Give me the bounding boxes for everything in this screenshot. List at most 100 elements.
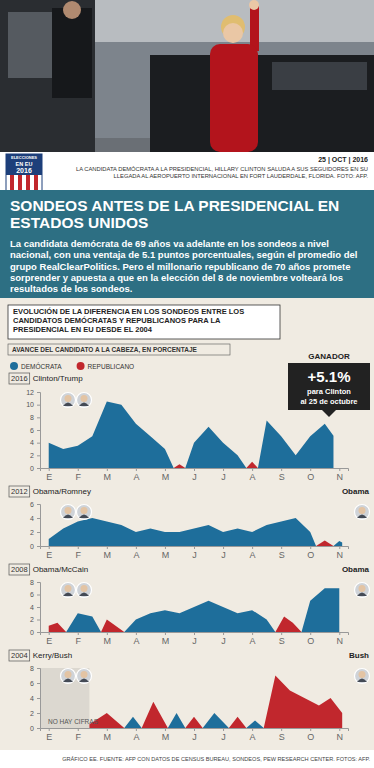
chart-subtitle: 2004 (11, 651, 28, 660)
candidate-icon (61, 393, 76, 408)
tick-label: J (192, 472, 197, 482)
header-bg (0, 190, 374, 298)
subtitle-box (9, 373, 30, 384)
logo: ELECCIONESEN EU2016 (6, 154, 42, 191)
tick-mark (37, 417, 40, 418)
x-tick: A (250, 632, 256, 646)
axis-line (37, 393, 41, 469)
photo (0, 0, 374, 152)
axis-line (37, 583, 41, 633)
candidate-icon (77, 669, 92, 684)
icon-bg (77, 669, 92, 684)
tick-label: 6 (30, 501, 34, 508)
icon-face (359, 585, 366, 592)
suv-window (272, 62, 367, 90)
chart-title: Obama/Romney (33, 487, 91, 496)
tick-label: A (250, 636, 256, 646)
plot-area (40, 668, 342, 728)
tick-label: M (104, 472, 112, 482)
tick-mark (310, 468, 311, 471)
x-tick: S (279, 468, 285, 482)
header-body: La candidata demócrata de 69 años va ade… (10, 238, 357, 294)
man-head (63, 1, 81, 19)
x-tick: A (133, 632, 139, 646)
y-tick: 0 (30, 629, 40, 636)
axis-note-box (8, 344, 230, 355)
tick-label: J (221, 472, 226, 482)
hand (249, 0, 259, 10)
tick-label: A (133, 550, 139, 560)
tick-mark (310, 546, 311, 549)
logo-stripe (10, 175, 14, 191)
tick-label: F (76, 472, 82, 482)
tick-mark (107, 468, 108, 471)
tick-label: E (46, 550, 52, 560)
tick-mark (281, 728, 282, 731)
x-tick: M (162, 728, 170, 742)
tick-mark (49, 546, 50, 549)
winner-bg (288, 363, 370, 410)
y-tick: 0 (30, 543, 40, 550)
tick-mark (194, 728, 195, 731)
text-line: grupo RealClearPolitics. Pero el millona… (10, 261, 351, 272)
tick-label: S (279, 732, 285, 742)
icon-face (65, 585, 72, 592)
text-line: La candidata demócrata de 69 años va ade… (10, 238, 329, 249)
icon-body (63, 515, 73, 519)
tick-label: 2 (30, 616, 34, 623)
x-tick: A (133, 728, 139, 742)
subtitle-box (9, 486, 30, 497)
tick-mark (37, 443, 40, 444)
tick-label: A (133, 472, 139, 482)
tick-label: M (104, 636, 112, 646)
tick-mark (310, 728, 311, 731)
x-tick: J (221, 632, 226, 646)
candidate-icon (77, 583, 92, 598)
text-line: sorprender y apuesta a que en la elecció… (10, 272, 343, 283)
x-tick: N (337, 546, 344, 560)
tick-label: O (307, 550, 314, 560)
tick-mark (37, 607, 40, 608)
x-tick: O (307, 632, 314, 646)
tick-mark (339, 728, 340, 731)
tick-mark (107, 546, 108, 549)
tick-label: J (221, 636, 226, 646)
tick-mark (136, 728, 137, 731)
face (223, 23, 243, 43)
tick-mark (252, 728, 253, 731)
tick-label: J (192, 550, 197, 560)
logo-stripe (34, 175, 38, 191)
icon-body (63, 593, 73, 597)
tick-label: J (192, 636, 197, 646)
tick-label: 6 (30, 591, 34, 598)
tick-label: A (133, 732, 139, 742)
y-tick: 8 (30, 665, 40, 672)
tick-mark (339, 632, 340, 635)
tick-mark (37, 546, 40, 547)
icon-face (359, 671, 366, 678)
y-axis: 0246 (30, 501, 40, 550)
tick-mark (136, 632, 137, 635)
icon-bg (355, 505, 370, 520)
text-line: PRESIDENCIAL EN EU DESDE EL 2004 (13, 325, 153, 334)
icon-body (79, 679, 89, 683)
tick-label: N (337, 550, 344, 560)
x-tick: M (162, 546, 170, 560)
chart-title: Clinton/Trump (33, 374, 83, 383)
icon-body (63, 679, 73, 683)
legend-swatch (77, 362, 85, 370)
tick-mark (252, 632, 253, 635)
tick-mark (78, 632, 79, 635)
x-tick: S (279, 632, 285, 646)
tick-label: J (221, 550, 226, 560)
tick-mark (136, 546, 137, 549)
tick-mark (281, 468, 282, 471)
icon-face (359, 507, 366, 514)
tick-mark (37, 455, 40, 456)
suv (150, 55, 374, 152)
tick-label: 6 (30, 680, 34, 687)
tick-mark (37, 468, 40, 469)
tick-mark (78, 546, 79, 549)
x-tick: A (133, 468, 139, 482)
tick-label: F (76, 732, 82, 742)
